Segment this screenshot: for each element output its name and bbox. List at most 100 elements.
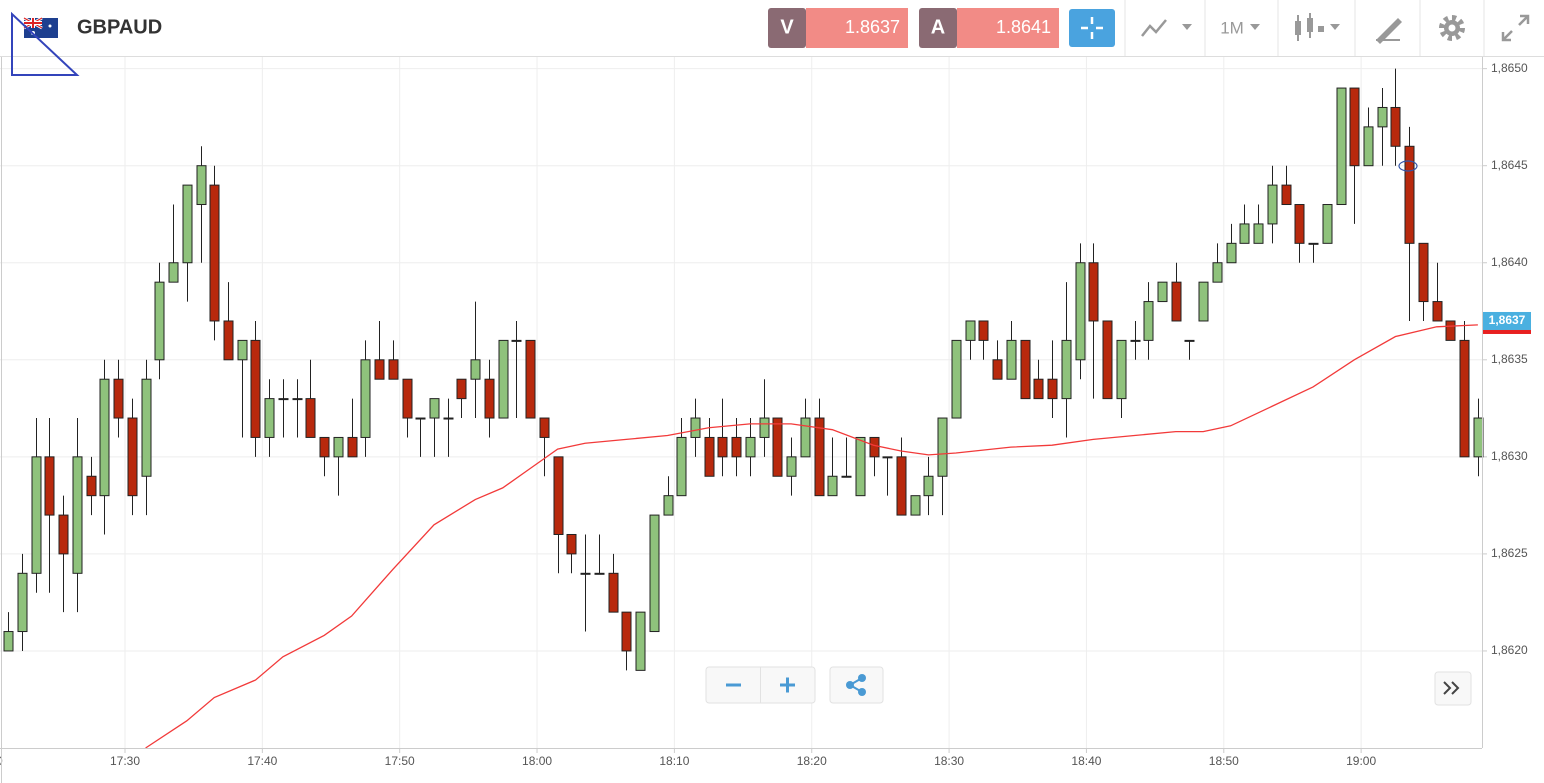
candle-body <box>182 184 193 264</box>
candle-body <box>31 456 42 574</box>
candle-body <box>58 514 69 555</box>
y-tick-label: 1,8630 <box>1491 449 1528 463</box>
candle-body <box>1390 106 1401 147</box>
x-tick-label: 18:50 <box>1209 754 1239 768</box>
candle-body <box>937 417 948 477</box>
chart: 1,8620 1,8625 1,8630 1,8635 1,8640 1,8645 1,86… <box>0 57 1528 768</box>
candle-body <box>896 456 907 516</box>
candle-body <box>690 417 701 438</box>
candle-body <box>72 456 83 574</box>
scroll-end-button[interactable] <box>1434 671 1472 706</box>
separators <box>1124 0 1485 56</box>
drawing-tool-button[interactable] <box>1376 18 1402 44</box>
candle-body <box>594 572 605 575</box>
candle-body <box>580 572 591 575</box>
x-tick-label: 18:10 <box>659 754 689 768</box>
candle-body <box>1294 204 1305 244</box>
candle-body <box>1198 281 1209 322</box>
x-tick-label: 18:00 <box>522 754 552 768</box>
candle-body <box>360 359 371 438</box>
candle-body <box>1061 339 1072 400</box>
x-tick-label: 18:40 <box>1071 754 1101 768</box>
candle-body <box>923 475 934 497</box>
candle-body <box>1445 320 1456 341</box>
candle-body <box>869 436 880 458</box>
y-tick-label: 1,8650 <box>1491 61 1528 75</box>
candle-body <box>415 417 426 420</box>
candle-body <box>704 436 715 477</box>
candle-body <box>141 378 152 477</box>
toolbar: GBPAUD V 1.8637 A 1.8641 1M <box>0 0 1544 57</box>
candle-body <box>772 417 783 477</box>
candle-body <box>1006 339 1017 380</box>
candle-body <box>278 398 289 401</box>
candle-body <box>1226 242 1237 264</box>
candle-body <box>1473 417 1484 458</box>
candle-body <box>443 417 454 420</box>
candle-body <box>86 475 97 497</box>
candle-body <box>456 378 467 400</box>
candle-body <box>1020 339 1031 400</box>
candle-body <box>402 378 413 419</box>
candle-body <box>731 436 742 458</box>
fullscreen-button[interactable] <box>1501 14 1530 42</box>
last-price-line <box>1483 329 1531 334</box>
buy-button[interactable]: A 1.8641 <box>919 8 1059 48</box>
symbol: GBPAUD <box>77 16 162 38</box>
candle-body <box>1404 145 1415 244</box>
x-tick-label: 17:40 <box>247 754 277 768</box>
candle-body <box>44 456 55 516</box>
candle-body <box>1253 223 1264 244</box>
timeframe-button[interactable]: 1M <box>1220 18 1260 37</box>
candle-type-button[interactable] <box>1295 13 1340 41</box>
candle-body <box>1349 87 1360 167</box>
candle-body <box>3 631 14 652</box>
sell-label: V <box>780 16 794 38</box>
buy-label: A <box>931 16 945 38</box>
candle-body <box>882 456 893 459</box>
candle-body <box>99 378 110 497</box>
y-tick-label: 1,8620 <box>1491 643 1528 657</box>
candle-body <box>1308 242 1319 245</box>
candle-body <box>745 436 756 458</box>
candle-body <box>553 456 564 535</box>
x-tick-label: 18:30 <box>934 754 964 768</box>
candle-body <box>484 378 495 419</box>
candle-body <box>1130 339 1141 342</box>
sell-button[interactable]: V 1.8637 <box>768 8 908 48</box>
candle-body <box>333 436 344 458</box>
candle-body <box>621 611 632 652</box>
y-tick-label: 1,8635 <box>1491 352 1528 366</box>
zoom-in-button[interactable] <box>780 677 795 693</box>
candle-body <box>1377 106 1388 128</box>
candle-body <box>209 184 220 322</box>
candle-body <box>1047 378 1058 400</box>
candle-body <box>347 436 358 458</box>
candle-body <box>759 417 770 438</box>
candle-body <box>717 436 728 458</box>
candle-body <box>388 359 399 380</box>
candle-body <box>1184 339 1195 342</box>
candle-body <box>223 320 234 361</box>
candle-body <box>1171 281 1182 322</box>
candle-body <box>264 398 275 438</box>
x-tick-label: 19:00 <box>1346 754 1376 768</box>
x-tick-label: 17:50 <box>385 754 415 768</box>
share-button[interactable] <box>829 666 884 704</box>
crosshair-button[interactable] <box>1069 9 1115 47</box>
candle-body <box>1418 242 1429 303</box>
candle-body <box>800 417 811 458</box>
candle-body <box>608 572 619 613</box>
candle-body <box>511 339 522 342</box>
settings-button[interactable] <box>1439 15 1465 41</box>
candle-body <box>978 320 989 341</box>
candle-body <box>154 281 165 361</box>
zoom-controls <box>705 666 884 704</box>
candle-body <box>951 339 962 419</box>
candle-body <box>1322 204 1333 244</box>
y-tick-label: 1,8625 <box>1491 546 1528 560</box>
chart-type-button[interactable] <box>1141 19 1192 37</box>
timeframe: 1M <box>1220 18 1244 37</box>
